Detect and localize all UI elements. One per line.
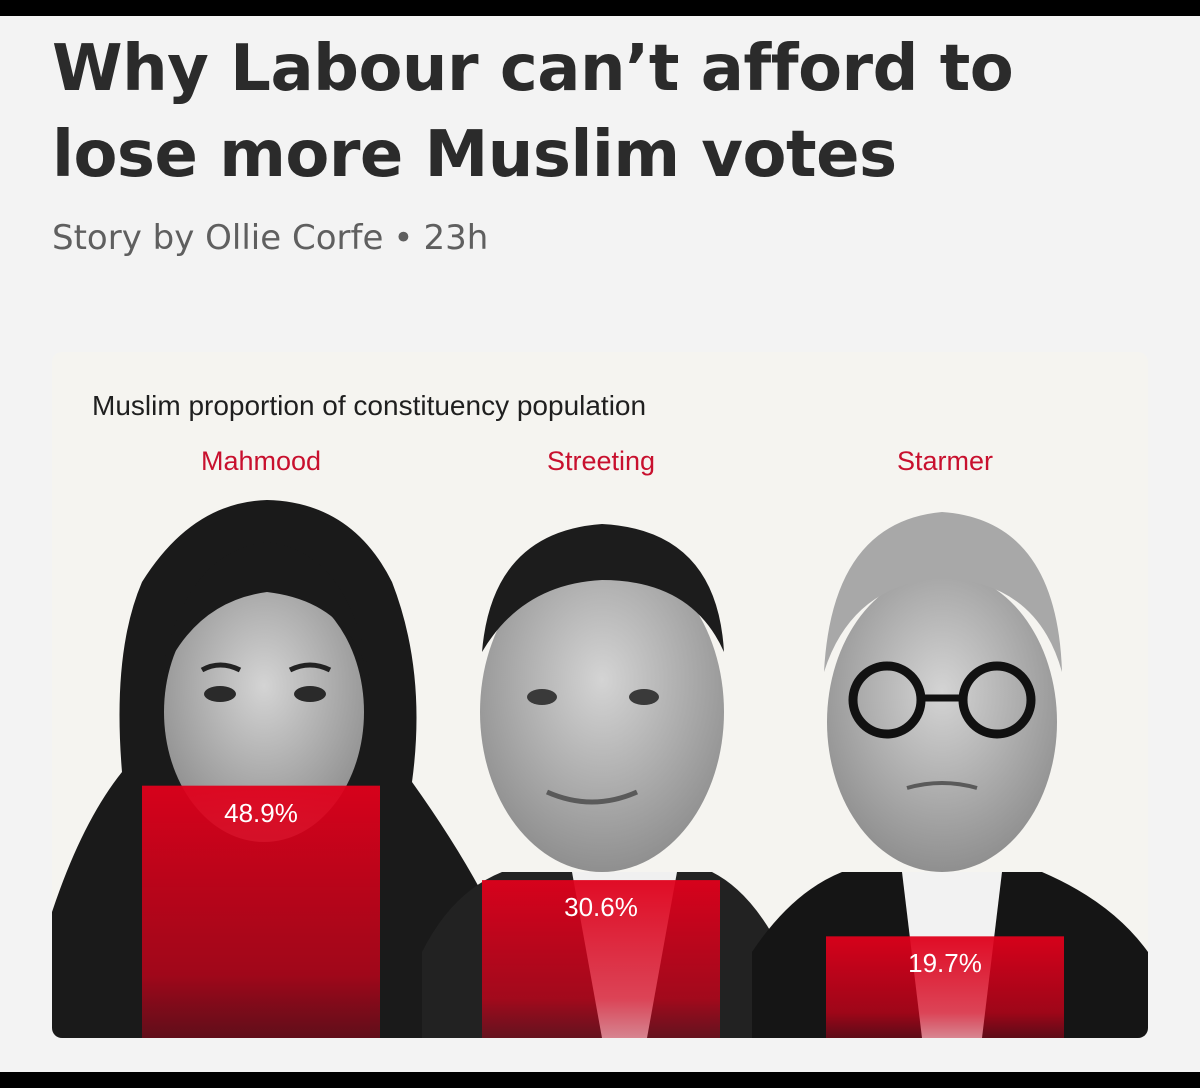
byline-separator: • bbox=[393, 218, 414, 258]
bar-series bbox=[142, 785, 1064, 1038]
bar-mahmood bbox=[142, 785, 380, 1038]
publish-time: 23h bbox=[423, 218, 489, 258]
chart-card: Muslim proportion of constituency popula… bbox=[52, 352, 1148, 1038]
article-headline: Why Labour can’t afford to lose more Mus… bbox=[52, 32, 1014, 192]
bar-streeting bbox=[482, 880, 720, 1038]
byline-prefix: Story by bbox=[52, 218, 195, 258]
category-label-streeting: Streeting bbox=[546, 446, 656, 476]
value-label-mahmood: 48.9% bbox=[224, 797, 298, 828]
category-label-starmer: Starmer bbox=[896, 446, 994, 476]
chart-title: Muslim proportion of constituency popula… bbox=[92, 390, 647, 421]
author-link[interactable]: Ollie Corfe bbox=[205, 218, 384, 258]
bar-starmer bbox=[826, 936, 1064, 1038]
value-label-starmer: 19.7% bbox=[908, 948, 982, 979]
article-byline: Story by Ollie Corfe • 23h bbox=[52, 218, 488, 258]
portrait-bar-chart bbox=[52, 500, 1148, 1038]
category-label-mahmood: Mahmood bbox=[200, 446, 322, 476]
article-page: Why Labour can’t afford to lose more Mus… bbox=[0, 16, 1200, 1072]
value-label-streeting: 30.6% bbox=[564, 892, 638, 923]
